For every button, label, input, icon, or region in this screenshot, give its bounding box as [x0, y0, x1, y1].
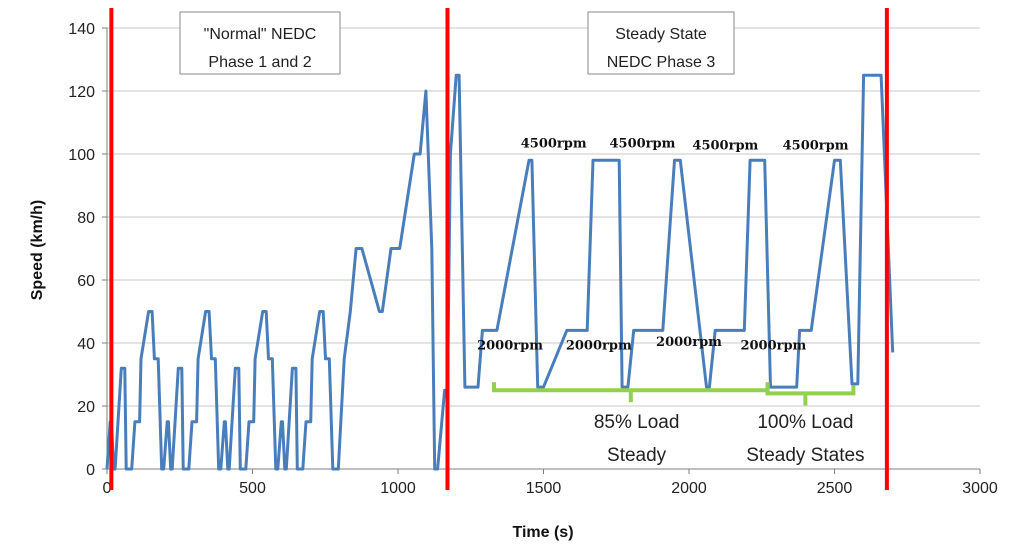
x-tick-label-3000: 3000	[962, 480, 998, 497]
x-tick-label-1000: 1000	[380, 480, 416, 497]
annotation-box-normal-nedc: "Normal" NEDC Phase 1 and 2	[179, 11, 341, 75]
x-tick-label-2500: 2500	[817, 480, 853, 497]
annotation-box-steady-state: Steady State NEDC Phase 3	[587, 11, 735, 75]
load-bracket-1	[765, 385, 856, 406]
load-label-0-line-1: Steady	[607, 445, 667, 466]
y-tick-label-0: 0	[86, 462, 95, 479]
rpm-label-2000-0: 2000rpm	[477, 338, 543, 353]
y-tick-label-40: 40	[77, 336, 95, 353]
load-label-1-line-1: Steady States	[746, 445, 864, 466]
load-brackets	[492, 382, 856, 406]
y-tick-label-20: 20	[77, 399, 95, 416]
load-bracket-0	[492, 382, 770, 403]
box-steady-line-2: NEDC Phase 3	[607, 54, 716, 71]
y-tick-label-100: 100	[68, 147, 95, 164]
x-tick-label-0: 0	[103, 480, 112, 497]
rpm-label-2000-3: 2000rpm	[740, 338, 806, 353]
rpm-label-4500-0: 4500rpm	[521, 137, 587, 152]
box-normal-line-2: Phase 1 and 2	[208, 54, 311, 71]
rpm-label-4500-3: 4500rpm	[783, 138, 849, 153]
box-normal-line-1: "Normal" NEDC	[204, 26, 317, 43]
speed-line-series-0	[105, 73, 895, 471]
x-tick-label-2000: 2000	[671, 480, 707, 497]
load-label-1-line-0: 100% Load	[757, 412, 853, 433]
y-tick-label-120: 120	[68, 84, 95, 101]
load-label-0-line-0: 85% Load	[594, 412, 680, 433]
x-tick-label-1500: 1500	[526, 480, 562, 497]
rpm-label-2000-1: 2000rpm	[566, 338, 632, 353]
rpm-label-4500-2: 4500rpm	[692, 138, 758, 153]
speed-series	[105, 73, 895, 471]
y-tick-label-140: 140	[68, 21, 95, 38]
rpm-label-2000-2: 2000rpm	[656, 335, 722, 350]
rpm-label-4500-1: 4500rpm	[609, 137, 675, 152]
box-steady-line-1: Steady State	[615, 26, 707, 43]
axes: 0 20 40 60 80 100 120 140 0 500 1000 1500 2000 2500 30…	[68, 21, 998, 497]
x-tick-label-500: 500	[239, 480, 266, 497]
y-tick-label-60: 60	[77, 273, 95, 290]
y-tick-label-80: 80	[77, 210, 95, 227]
y-axis-title: Speed (km/h)	[29, 200, 46, 300]
x-axis-title: Time (s)	[512, 524, 573, 541]
annotation-labels: 4500rpm 4500rpm 4500rpm 4500rpm 2000rpm 2000r…	[477, 137, 864, 466]
phase-markers	[109, 8, 889, 490]
